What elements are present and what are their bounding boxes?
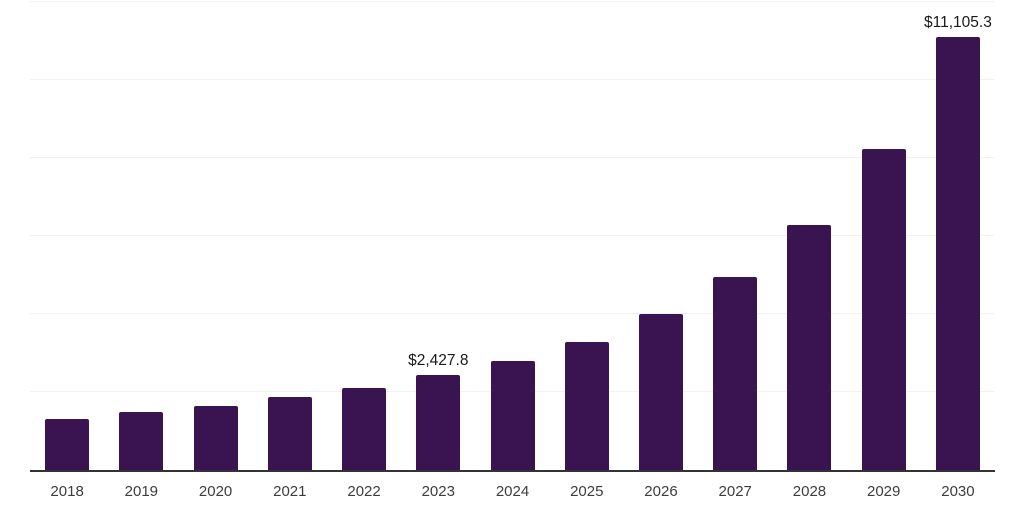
- bar-slot-2019: [104, 0, 178, 470]
- bar-slot-2030: $11,105.3: [921, 0, 995, 470]
- x-tick-label-2022: 2022: [347, 483, 381, 500]
- bar-2019: [119, 412, 164, 470]
- bar-slot-2026: [624, 0, 698, 470]
- x-tick-label-2021: 2021: [273, 483, 307, 500]
- bar-2018: [45, 418, 90, 470]
- bar-slot-2018: [30, 0, 104, 470]
- bar-2026: [638, 314, 683, 470]
- bar-slot-2025: [550, 0, 624, 470]
- x-tick-label-2018: 2018: [50, 483, 84, 500]
- bar-2023: [416, 375, 461, 470]
- x-tick-label-2024: 2024: [495, 483, 530, 500]
- x-tick-label-2019: 2019: [124, 483, 159, 500]
- bar-2021: [267, 397, 312, 470]
- value-label-2030: $11,105.3: [924, 13, 992, 31]
- x-tick-label-2023: 2023: [421, 483, 455, 500]
- gridline-6000: [30, 235, 995, 236]
- x-tick-label-2020: 2020: [198, 483, 233, 500]
- x-tick-label-2027: 2027: [718, 483, 752, 500]
- bar-slot-2027: [698, 0, 772, 470]
- bar-2025: [564, 341, 609, 470]
- bar-slot-2022: [327, 0, 401, 470]
- bar-slot-2023: $2,427.8: [401, 0, 475, 470]
- bar-2022: [342, 387, 387, 470]
- gridline-8000: [30, 157, 995, 158]
- x-tick-label-2025: 2025: [570, 483, 604, 500]
- gridline-4000: [30, 313, 995, 314]
- x-axis-tick-labels: 2018 2019 2020 2021 2022 2023 2024 2025 2026 2027…: [30, 482, 995, 502]
- bar-slot-2024: [475, 0, 549, 470]
- bar-2027: [713, 276, 758, 470]
- bar-2024: [490, 361, 535, 470]
- x-tick-label-2028: 2028: [792, 483, 827, 500]
- bar-slot-2028: [772, 0, 846, 470]
- value-label-2023: $2,427.8: [408, 352, 469, 370]
- bar-2030: [935, 36, 980, 470]
- bar-slot-2029: [847, 0, 921, 470]
- bars-layer: $2,427.8 $11,105.3: [30, 0, 995, 470]
- bar-slot-2021: [253, 0, 327, 470]
- gridline-10000: [30, 79, 995, 80]
- bar-2028: [787, 225, 832, 470]
- gridline-12000: [30, 1, 995, 2]
- x-axis-line: [30, 470, 995, 472]
- bar-slot-2020: [178, 0, 252, 470]
- x-tick-label-2026: 2026: [644, 483, 678, 500]
- bar-2020: [193, 406, 238, 470]
- bar-2029: [861, 148, 906, 470]
- x-tick-label-2029: 2029: [867, 483, 901, 500]
- x-tick-label-2030: 2030: [941, 483, 975, 500]
